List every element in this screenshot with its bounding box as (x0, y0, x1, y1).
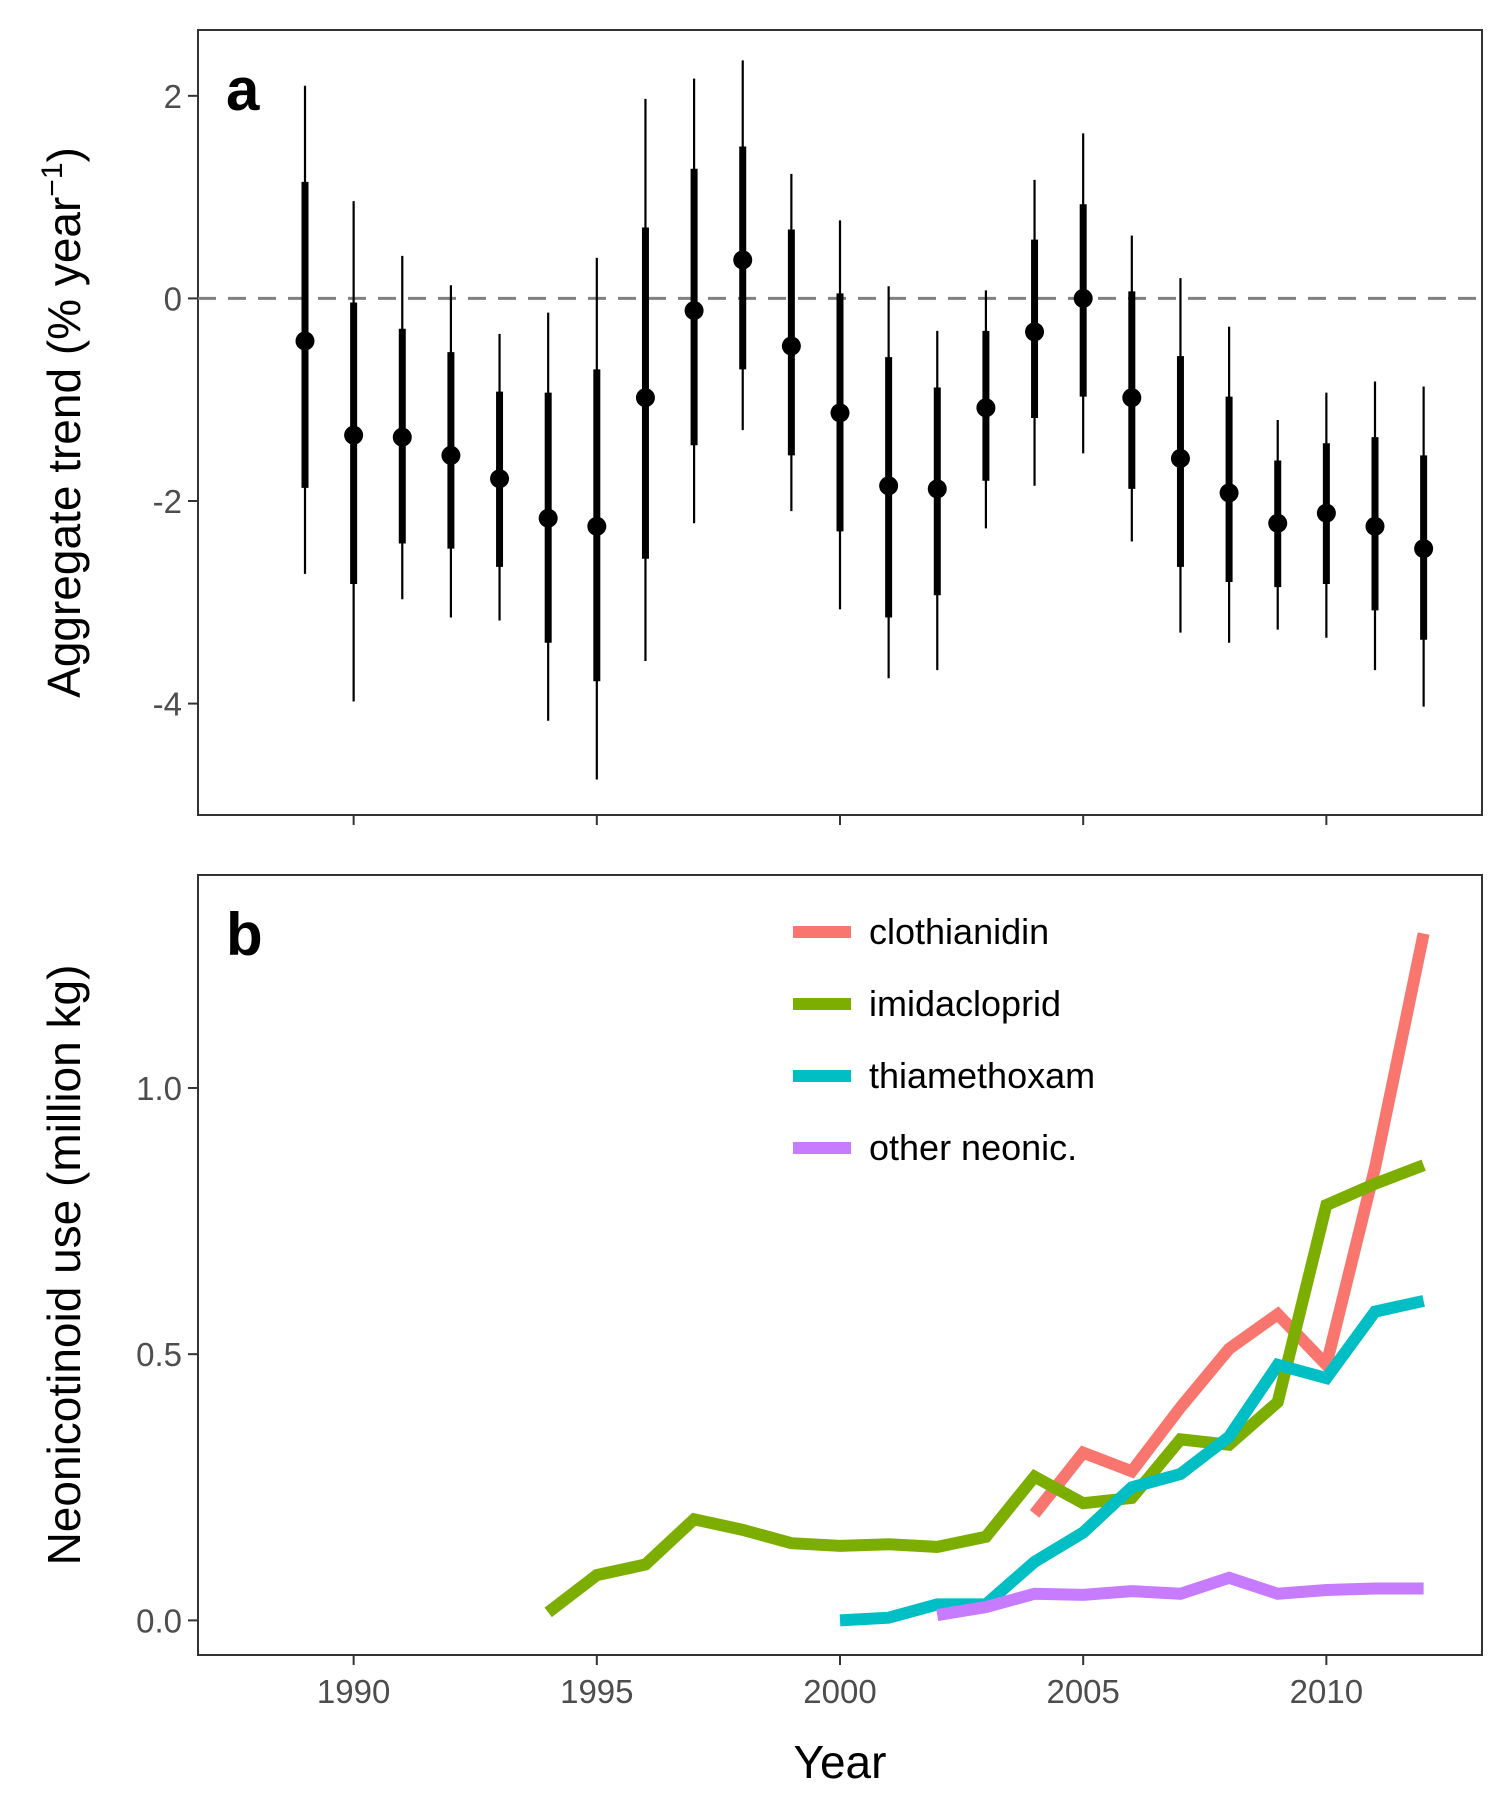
trend-point (490, 469, 510, 489)
panel-a-y-tick-label: 0 (164, 280, 182, 317)
x-tick-label: 2005 (1046, 1673, 1119, 1710)
panel-b-series-lines (544, 932, 1430, 1627)
series-line-clothianidin (1029, 932, 1430, 1518)
trend-estimate-2009 (1268, 419, 1288, 630)
panel-a-y-tick-label: 2 (164, 78, 182, 115)
trend-estimate-2007 (1170, 278, 1190, 633)
panel-b-neonicotinoid-chart: 0.0 0.5 1.0 1990 1995 2000 2005 2010 clothiani… (38, 874, 1483, 1788)
legend-item-other-neonic: other neonic. (793, 1127, 1077, 1168)
x-tick-label: 2000 (803, 1673, 876, 1710)
trend-estimate-2012 (1414, 386, 1434, 707)
legend-item-thiamethoxam: thiamethoxam (793, 1055, 1095, 1096)
legend-label: thiamethoxam (869, 1055, 1095, 1096)
trend-point (684, 301, 704, 321)
trend-estimate-1999 (781, 173, 801, 512)
trend-estimate-2004 (1025, 179, 1045, 486)
trend-point (733, 250, 753, 270)
legend-item-clothianidin: clothianidin (793, 911, 1049, 952)
panel-a-y-tick-label: -2 (153, 483, 182, 520)
panel-b-y-axis: 0.0 0.5 1.0 (136, 1070, 198, 1639)
trend-estimate-1993 (490, 333, 510, 621)
trend-point (295, 331, 315, 351)
trend-estimate-1990 (344, 201, 364, 702)
trend-estimate-2011 (1365, 381, 1385, 671)
legend-item-imidacloprid: imidacloprid (793, 983, 1061, 1024)
panel-b-legend: clothianidin imidacloprid thiamethoxam othe… (793, 911, 1095, 1168)
series-line-imidacloprid (544, 1159, 1426, 1618)
trend-estimate-2005 (1073, 133, 1093, 454)
x-tick-label: 1990 (317, 1673, 390, 1710)
panel-a-y-axis: 2 0 -2 -4 (153, 78, 198, 723)
trend-point (441, 445, 461, 465)
trend-estimate-2010 (1316, 392, 1336, 638)
trend-point (635, 388, 655, 408)
trend-estimate-2001 (879, 286, 899, 679)
trend-estimate-2000 (830, 220, 850, 610)
trend-estimate-2008 (1219, 326, 1239, 643)
trend-estimate-1989 (295, 85, 315, 574)
legend-label: imidacloprid (869, 983, 1061, 1024)
trend-estimate-1994 (538, 312, 558, 721)
trend-point (1316, 503, 1336, 523)
panel-a-x-axis (352, 815, 1328, 825)
trend-point (781, 336, 801, 356)
trend-point (879, 476, 899, 496)
x-axis-title: Year (794, 1736, 887, 1788)
x-tick-label: 2010 (1290, 1673, 1363, 1710)
panel-a-y-tick-label: -4 (153, 686, 182, 723)
trend-point (830, 403, 850, 423)
x-tick-label: 1995 (560, 1673, 633, 1710)
panel-b-y-axis-title: Neonicotinoid use (million kg) (38, 965, 90, 1566)
trend-estimate-2002 (927, 330, 947, 671)
trend-point (1170, 448, 1190, 468)
trend-point (1268, 513, 1288, 533)
trend-point (538, 508, 558, 528)
trend-point (1025, 322, 1045, 342)
trend-estimate-1992 (441, 285, 461, 618)
trend-point (1073, 288, 1093, 308)
trend-point (1219, 483, 1239, 503)
panel-a-letter: a (226, 56, 260, 123)
panel-a-y-axis-title: Aggregate trend (% year−1) (36, 147, 90, 698)
trend-estimate-1997 (684, 78, 704, 524)
trend-estimate-1998 (733, 60, 753, 431)
trend-point (392, 427, 412, 447)
trend-estimate-2003 (976, 290, 996, 529)
panel-a-y-axis-title-close: ) (38, 147, 90, 162)
trend-estimate-2006 (1122, 235, 1142, 542)
panel-b-x-axis: 1990 1995 2000 2005 2010 (317, 1655, 1363, 1710)
series-line-other-neonic (936, 1571, 1424, 1621)
trend-point (344, 425, 364, 445)
trend-point (587, 516, 607, 536)
panel-a-marks (295, 60, 1434, 780)
legend-label: other neonic. (869, 1127, 1077, 1168)
panel-a-trend-chart: 2 0 -2 -4 a Aggregate trend (% year−1) (36, 29, 1483, 825)
trend-point (1122, 388, 1142, 408)
panel-a-y-axis-title-main: Aggregate trend (% year (38, 197, 90, 698)
panel-b-y-tick-label: 1.0 (136, 1070, 182, 1107)
panel-a-y-axis-title-superscript: −1 (36, 162, 69, 196)
trend-point (927, 479, 947, 499)
trend-estimate-1991 (392, 255, 412, 600)
trend-point (1365, 516, 1385, 536)
trend-estimate-1995 (587, 257, 607, 780)
panel-b-y-tick-label: 0.0 (136, 1602, 182, 1639)
trend-point (1414, 539, 1434, 559)
trend-point (976, 398, 996, 418)
series-line-thiamethoxam (839, 1295, 1425, 1627)
panel-b-letter: b (226, 901, 263, 968)
panel-b-y-tick-label: 0.5 (136, 1336, 182, 1373)
trend-estimate-1996 (635, 98, 655, 662)
legend-label: clothianidin (869, 911, 1049, 952)
